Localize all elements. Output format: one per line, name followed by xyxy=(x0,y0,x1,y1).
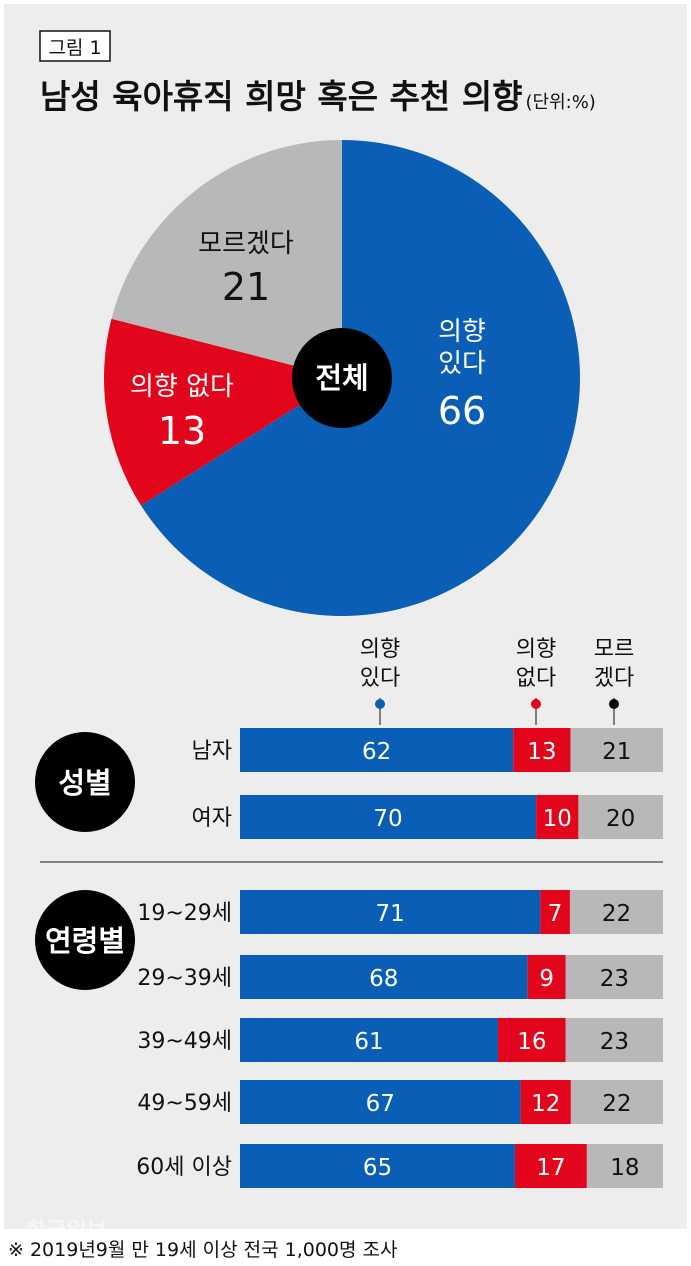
pie-slice-label-line: 의향 xyxy=(438,317,486,347)
bar-value-label: 10 xyxy=(543,806,572,832)
bar-segment xyxy=(520,1080,571,1124)
pie-slice-value: 66 xyxy=(438,389,486,433)
bar-row: 남자 62 13 21 xyxy=(192,728,663,772)
bar-row: 29~39세 68 9 23 xyxy=(137,955,663,999)
group-badge xyxy=(35,890,135,990)
bar-segment xyxy=(527,955,566,999)
bar-segment xyxy=(570,728,663,772)
bar-value-label: 21 xyxy=(602,739,631,765)
bar-value-label: 62 xyxy=(362,739,391,765)
bar-segment xyxy=(540,890,570,934)
bar-category-label: 19~29세 xyxy=(137,901,232,926)
legend-marker xyxy=(609,699,619,709)
bar-value-label: 20 xyxy=(606,806,635,832)
pie-slice-value: 21 xyxy=(222,265,270,309)
bar-value-label: 12 xyxy=(531,1091,560,1117)
bar-segment xyxy=(240,890,541,934)
pie-slice-label-line: 의향 없다 xyxy=(130,372,234,402)
legend-label-line: 의향 xyxy=(516,637,556,662)
chart-title-text: 남성 육아휴직 희망 혹은 추천 의향 xyxy=(40,77,522,116)
bar-segment xyxy=(570,1080,663,1124)
bar-category-label: 남자 xyxy=(192,739,232,764)
bar-segment xyxy=(240,1080,521,1124)
pie-slice-label-line: 모르겠다 xyxy=(198,229,294,259)
chart-unit: (단위:%) xyxy=(525,92,595,113)
bar-row: 19~29세 71 7 22 xyxy=(137,890,663,934)
legend-label-line: 겠다 xyxy=(594,666,634,691)
bar-segment xyxy=(569,890,663,934)
pie-slice-label: 모르겠다 xyxy=(198,229,294,259)
pie-slice xyxy=(104,318,343,506)
bar-value-label: 71 xyxy=(376,901,405,927)
group-badge-label: 성별 xyxy=(58,766,111,800)
bar-segment xyxy=(565,955,663,999)
bar-value-label: 22 xyxy=(602,1091,631,1117)
bar-category-label: 39~49세 xyxy=(137,1029,232,1054)
bar-value-label: 22 xyxy=(602,901,631,927)
group-badge-label: 연령별 xyxy=(45,924,125,958)
bar-segment xyxy=(514,1144,587,1188)
bar-value-label: 13 xyxy=(527,739,556,765)
bar-value-label: 7 xyxy=(548,901,563,927)
bar-value-label: 68 xyxy=(369,966,398,992)
bar-category-label: 여자 xyxy=(192,806,232,831)
bar-category-label: 49~59세 xyxy=(137,1091,232,1116)
bar-value-label: 16 xyxy=(517,1029,546,1055)
pie-slice xyxy=(111,140,342,378)
pie-center-badge xyxy=(292,328,392,428)
watermark: 한국일보 xyxy=(26,1219,107,1244)
figure-label: 그림 1 xyxy=(48,37,101,59)
bar-row: 여자 70 10 20 xyxy=(192,795,663,839)
legend-label-line: 없다 xyxy=(516,666,556,691)
bar-value-label: 9 xyxy=(539,966,554,992)
footnote: ※ 2019년9월 만 19세 이상 전국 1,000명 조사 xyxy=(8,1239,398,1261)
bar-value-label: 61 xyxy=(354,1029,383,1055)
legend-label-line: 의향 xyxy=(360,637,400,662)
bar-value-label: 65 xyxy=(363,1155,392,1181)
pie-slice-label-line: 있다 xyxy=(438,349,486,379)
bar-segment xyxy=(536,795,579,839)
bar-segment xyxy=(513,728,571,772)
bar-row: 60세 이상 65 17 18 xyxy=(136,1144,663,1188)
bar-value-label: 67 xyxy=(366,1091,395,1117)
bar-segment xyxy=(578,795,663,839)
bar-segment xyxy=(240,1144,515,1188)
pie-slice-label: 의향 있다 xyxy=(438,317,486,379)
pie-chart: 의향 있다 66 의향 없다 13 모르겠다 21 전체 xyxy=(104,140,580,617)
bar-value-label: 17 xyxy=(536,1155,565,1181)
bar-row: 49~59세 67 12 22 xyxy=(137,1080,663,1124)
bar-row: 39~49세 61 16 23 xyxy=(137,1018,663,1062)
bar-category-label: 29~39세 xyxy=(137,966,232,991)
legend-marker xyxy=(531,699,541,709)
pie-slice-label: 의향 없다 xyxy=(130,372,234,402)
bar-value-label: 23 xyxy=(600,966,629,992)
pie-slice-value: 13 xyxy=(158,409,206,453)
legend-marker xyxy=(375,699,385,709)
bar-segment xyxy=(586,1144,663,1188)
chart-title: 남성 육아휴직 희망 혹은 추천 의향 (단위:%) xyxy=(40,77,596,116)
bar-value-label: 23 xyxy=(600,1029,629,1055)
bar-value-label: 70 xyxy=(373,806,402,832)
bar-category-label: 60세 이상 xyxy=(136,1155,232,1180)
bar-segment xyxy=(498,1018,566,1062)
legend-label-line: 모르 xyxy=(594,637,634,662)
figure-label-box xyxy=(39,30,111,62)
bar-segment xyxy=(240,728,514,772)
legend-label-line: 있다 xyxy=(360,666,400,691)
bar-segment xyxy=(240,955,528,999)
pie-center-label: 전체 xyxy=(315,361,368,395)
group-badge xyxy=(35,732,135,832)
bar-segment xyxy=(240,1018,499,1062)
bar-value-label: 18 xyxy=(610,1155,639,1181)
bar-segment xyxy=(565,1018,663,1062)
bar-segment xyxy=(240,795,537,839)
